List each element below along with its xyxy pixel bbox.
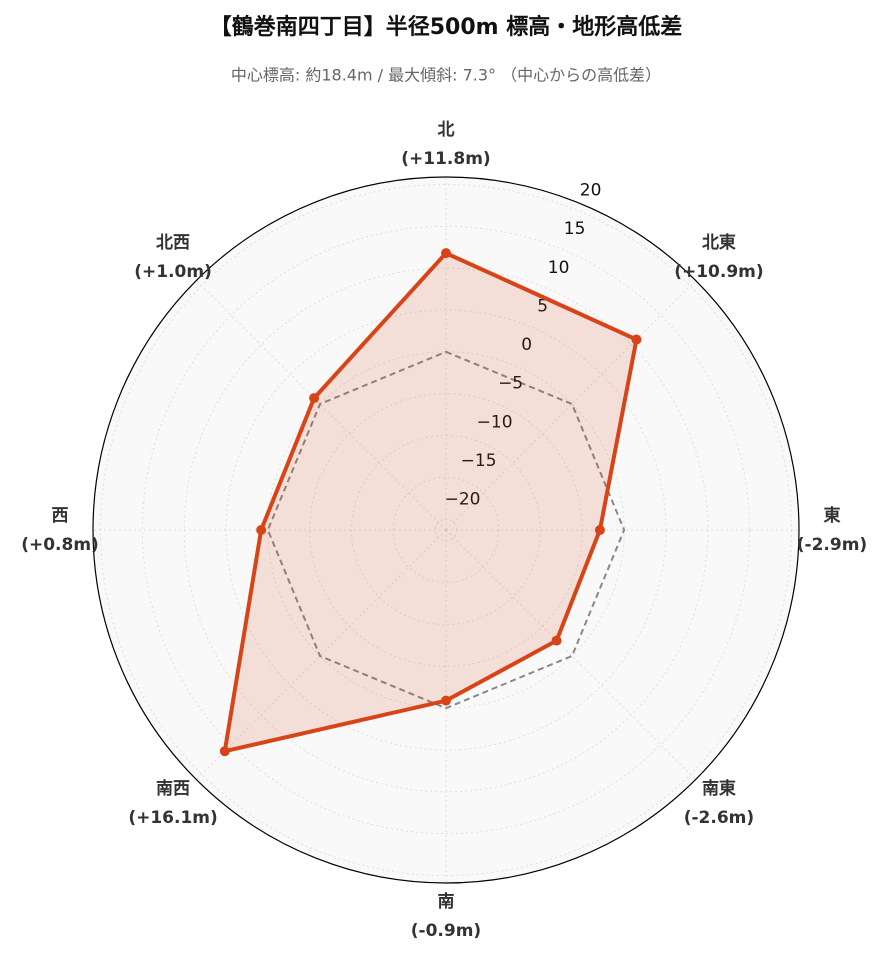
r-tick-label: 15 [564, 219, 586, 239]
r-tick-label: 0 [521, 335, 532, 355]
r-tick-label: −20 [445, 490, 481, 510]
category-label: 南西 [156, 778, 190, 799]
r-tick-label: −5 [498, 374, 523, 394]
category-label: 東 [824, 505, 841, 526]
r-tick-label: −15 [461, 451, 497, 471]
category-label: 南 [438, 891, 455, 912]
data-point [219, 746, 230, 757]
grid-circle [141, 225, 751, 835]
spoke [196, 280, 447, 531]
plot-border [92, 176, 800, 884]
chart-subtitle: 中心標高: 約18.4m / 最大傾斜: 7.3° （中心からの高低差） [231, 66, 661, 85]
data-point [441, 695, 451, 706]
spoke [196, 529, 447, 780]
category-label: 北西 [156, 233, 190, 253]
grid-circle [225, 309, 667, 751]
r-tick-label: −10 [477, 412, 513, 432]
data-point [441, 248, 451, 259]
data-point [631, 334, 642, 345]
data-point [309, 393, 320, 404]
category-label: 西 [52, 506, 69, 526]
category-value-label: (+16.1m) [128, 808, 217, 828]
category-value-label: (-2.9m) [797, 535, 867, 555]
r-tick-label: 10 [548, 258, 570, 278]
grid-circle [350, 434, 542, 626]
category-label: 北 [438, 120, 455, 140]
r-tick-label: 20 [580, 181, 602, 201]
category-value-label: (+0.8m) [21, 535, 99, 555]
category-label: 北東 [702, 232, 736, 253]
category-value-label: (+1.0m) [134, 262, 212, 282]
reference-line [266, 350, 626, 710]
category-label: 南東 [702, 778, 736, 799]
data-point [256, 525, 267, 535]
spoke [445, 280, 696, 531]
category-value-label: (+10.9m) [674, 262, 763, 282]
data-point [551, 635, 562, 646]
data-point [594, 525, 605, 535]
chart-title: 【鶴巻南四丁目】半径500m 標高・地形高低差 [210, 14, 683, 40]
category-value-label: (+11.8m) [401, 149, 490, 169]
category-value-label: (-0.9m) [411, 921, 481, 941]
grid-circle [392, 476, 500, 584]
category-value-label: (-2.6m) [684, 808, 754, 828]
spoke [445, 529, 696, 780]
r-tick-label: 5 [537, 296, 548, 316]
